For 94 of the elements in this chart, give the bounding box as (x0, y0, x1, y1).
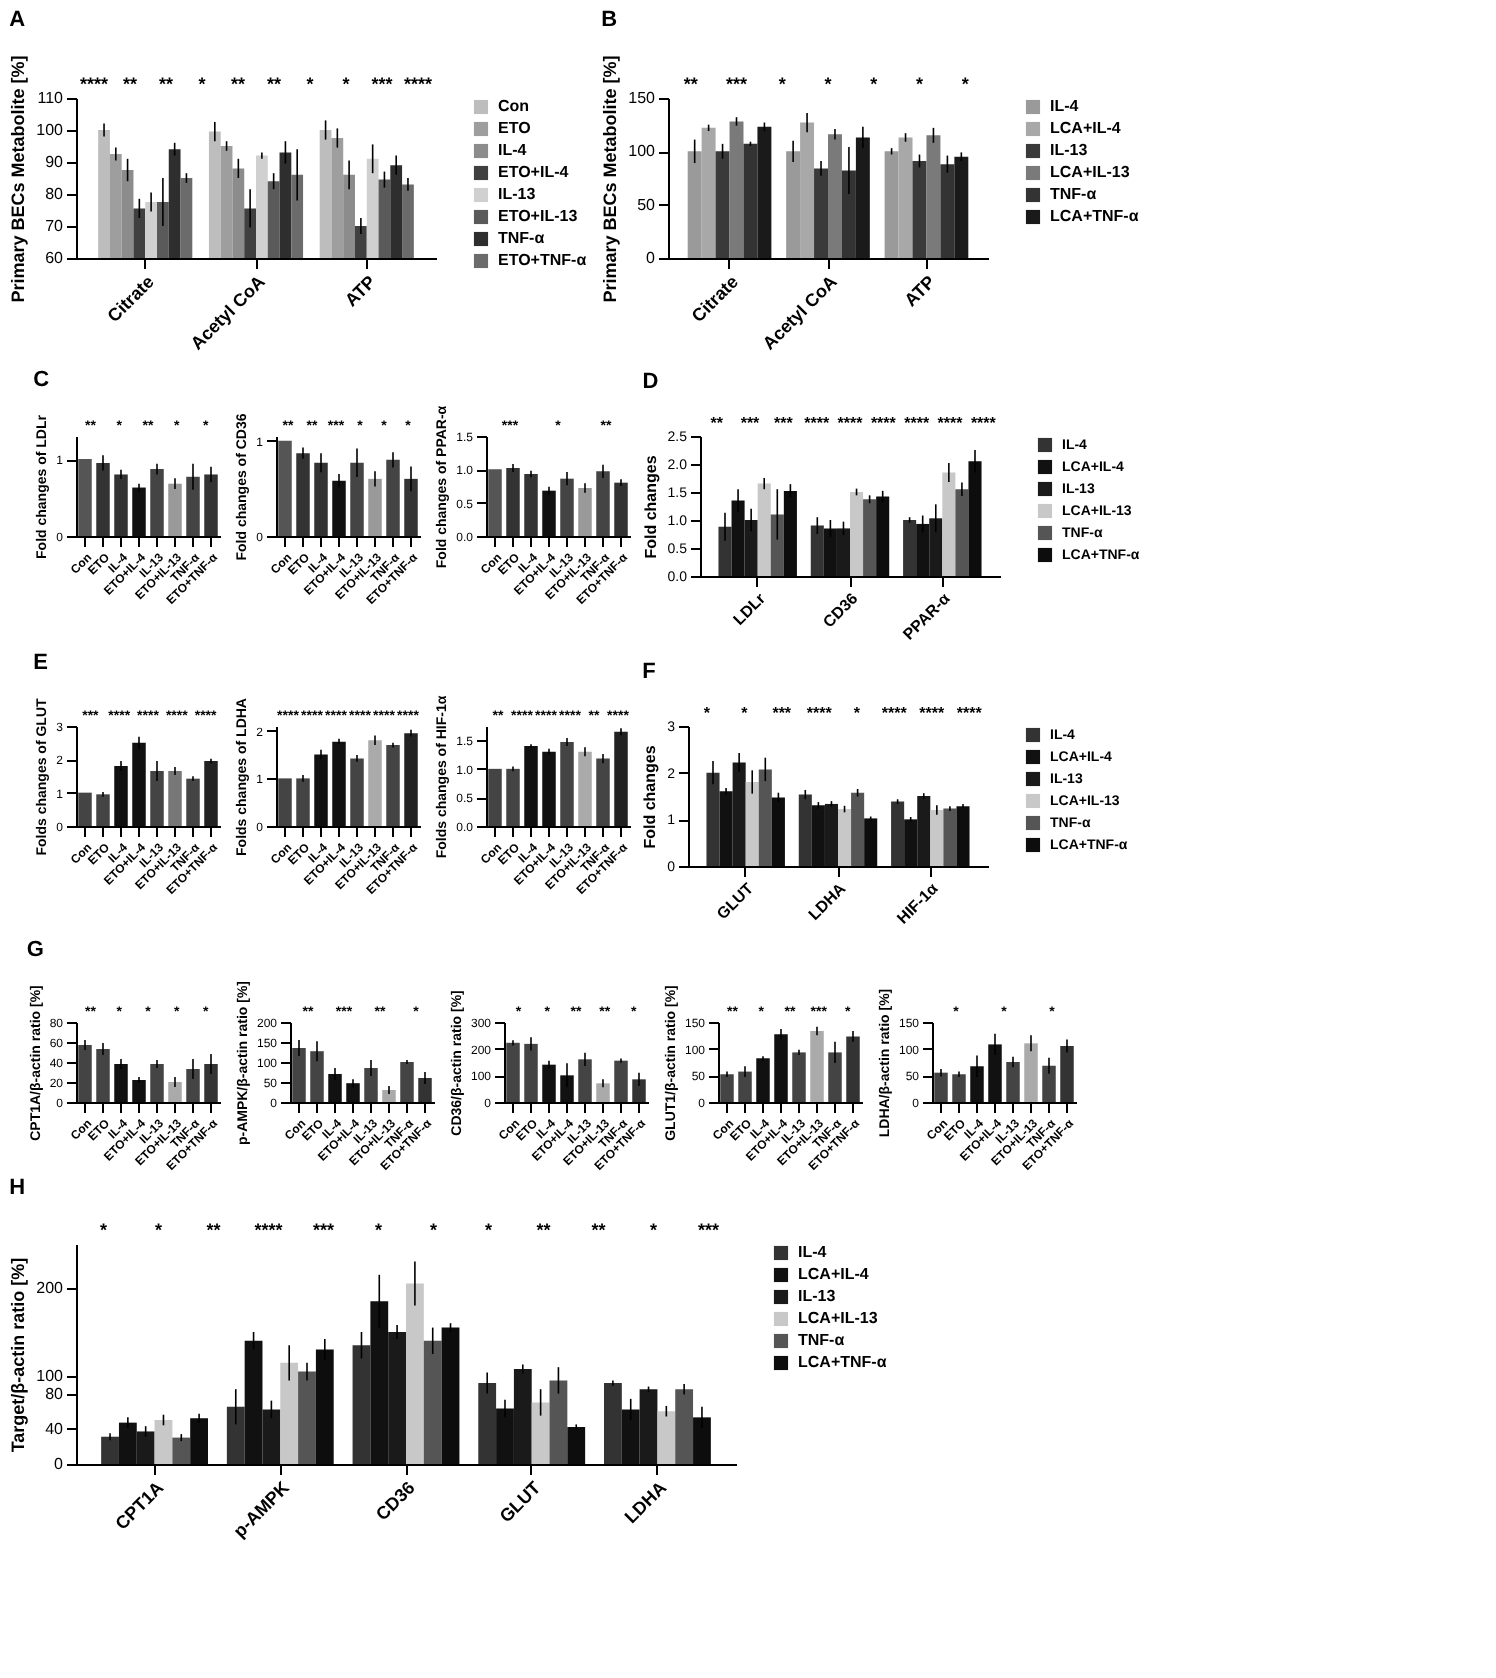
y-tick-label: 80 (45, 185, 65, 203)
text: **** (254, 1220, 284, 1240)
legend-label: LCA+IL-4 (798, 1265, 870, 1283)
legend-label: IL-13 (798, 1287, 837, 1305)
text: * (198, 74, 207, 94)
y-tick-label: 40 (45, 1419, 65, 1438)
text: * (154, 1220, 163, 1240)
text: * (429, 1220, 438, 1240)
chart-title: H (9, 1176, 26, 1200)
y-axis-title: Target/β-actin ratio [%] (8, 1257, 29, 1453)
legend-label: IL-4 (798, 1243, 828, 1261)
legend-label: IL-13 (498, 185, 537, 203)
text: **** (956, 704, 984, 722)
text: * (306, 74, 315, 94)
y-axis-title: Primary BECs Metabolite [%] (8, 55, 29, 303)
chart-title: B (601, 8, 618, 33)
chart-title: E (33, 651, 49, 676)
y-tick-label: 50 (637, 195, 657, 214)
text: *** (740, 414, 762, 432)
text: * (870, 74, 879, 94)
text: * (741, 704, 750, 722)
text: **** (919, 704, 946, 722)
text: * (99, 1220, 108, 1240)
chart-title: F (642, 660, 657, 684)
chart-title: A (9, 8, 26, 33)
text: **** (970, 414, 998, 432)
text: **** (937, 414, 965, 432)
legend-label: Con (498, 97, 530, 115)
y-tick-label: 0 (54, 1455, 65, 1473)
text: *** (772, 704, 793, 722)
text: ** (158, 74, 174, 94)
text: **** (881, 704, 909, 722)
legend-label: LCA+TNF-α (798, 1353, 887, 1371)
text: **** (804, 414, 831, 432)
text: *** (697, 1220, 720, 1240)
text: ** (591, 1220, 607, 1240)
text: * (649, 1220, 658, 1240)
text: * (824, 74, 833, 94)
y-tick-label: 70 (45, 217, 65, 235)
text: * (778, 74, 787, 94)
text: **** (79, 74, 109, 94)
legend-label: LCA+IL-13 (1050, 163, 1131, 181)
text: **** (837, 414, 865, 432)
y-tick-label: 100 (36, 121, 65, 139)
chart-title: D (642, 370, 659, 394)
y-axis-title: Primary BECs Metabolite [%] (600, 55, 621, 303)
text: ** (266, 74, 282, 94)
text: * (484, 1220, 493, 1240)
text: **** (904, 414, 931, 432)
text: **** (870, 414, 898, 432)
legend-label: TNF-α (498, 229, 545, 247)
text: *** (371, 74, 394, 94)
text: * (703, 704, 712, 722)
legend-label: IL-4 (498, 141, 528, 159)
y-tick-label: 100 (628, 142, 657, 161)
legend-label: IL-13 (1050, 141, 1089, 159)
y-tick-label: 200 (36, 1279, 65, 1297)
legend-label: ETO+TNF-α (498, 251, 587, 269)
text: ** (206, 1220, 222, 1240)
text: *** (773, 414, 795, 432)
y-tick-label: 100 (36, 1367, 65, 1385)
chart-title: G (26, 938, 44, 963)
legend-label: ETO+IL-13 (498, 207, 579, 225)
legend-label: TNF-α (798, 1331, 845, 1349)
text: * (853, 704, 862, 722)
text: **** (403, 74, 433, 94)
y-axis-title: Fold changes (641, 454, 660, 559)
legend-label: LCA+IL-13 (798, 1309, 879, 1327)
text: * (961, 74, 970, 94)
text: ** (710, 414, 725, 432)
text: ** (122, 74, 138, 94)
y-tick-label: 0 (646, 249, 657, 267)
text: ** (230, 74, 246, 94)
chart-title: C (33, 368, 50, 393)
y-tick-label: 80 (45, 1384, 65, 1403)
legend-label: ETO (498, 119, 531, 137)
y-tick-label: 150 (628, 89, 657, 107)
legend-label: LCA+TNF-α (1050, 207, 1139, 225)
y-tick-label: 60 (45, 249, 65, 267)
text: *** (312, 1220, 335, 1240)
text: * (342, 74, 351, 94)
text: * (915, 74, 924, 94)
y-tick-label: 110 (37, 89, 65, 107)
text: * (374, 1220, 383, 1240)
legend-label: IL-4 (1050, 97, 1080, 115)
text: ** (536, 1220, 552, 1240)
y-tick-label: 90 (45, 153, 65, 171)
text: ** (683, 74, 699, 94)
legend-label: TNF-α (1050, 185, 1097, 203)
legend-label: ETO+IL-4 (498, 163, 570, 181)
text: **** (806, 704, 834, 722)
legend-label: LCA+IL-4 (1050, 119, 1122, 137)
y-axis-title: Fold changes (641, 744, 660, 849)
text: *** (726, 74, 749, 94)
